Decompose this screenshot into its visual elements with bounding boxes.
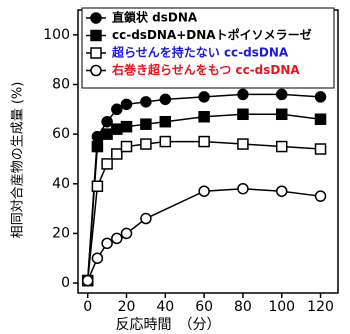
- y-tick-label: 80: [52, 76, 70, 92]
- marker: [275, 88, 288, 101]
- marker: [91, 130, 104, 143]
- marker: [120, 227, 133, 240]
- marker: [198, 110, 210, 123]
- x-tick-label: 60: [195, 299, 213, 315]
- marker: [140, 138, 152, 150]
- y-tick-label: 60: [52, 126, 70, 142]
- legend-label: cc-dsDNA+DNAトポイソメラーゼ: [112, 27, 312, 42]
- marker: [111, 103, 123, 116]
- legend-marker: [90, 29, 102, 42]
- x-tick-label: 40: [156, 299, 174, 315]
- marker: [101, 158, 113, 170]
- legend-box: [81, 7, 335, 89]
- marker: [91, 180, 104, 193]
- marker: [91, 140, 104, 153]
- legend-label: 超らせんを持たない cc-dsDNA: [111, 45, 289, 60]
- marker: [237, 88, 249, 101]
- x-tick-label: 80: [234, 299, 252, 315]
- marker: [314, 190, 327, 202]
- marker: [101, 237, 113, 250]
- marker: [101, 115, 113, 128]
- marker: [275, 185, 288, 197]
- marker: [237, 182, 249, 195]
- marker: [120, 140, 133, 153]
- marker: [237, 108, 249, 121]
- marker: [111, 148, 123, 160]
- y-tick-label: 40: [52, 176, 70, 192]
- marker: [140, 212, 152, 225]
- legend-marker: [90, 64, 102, 77]
- x-tick-label: 20: [118, 299, 136, 315]
- legend-marker: [90, 47, 102, 59]
- x-tick-label: 100: [268, 299, 295, 315]
- marker: [314, 113, 327, 125]
- marker: [159, 135, 172, 148]
- marker: [159, 93, 172, 106]
- marker: [275, 140, 288, 153]
- marker: [111, 232, 123, 245]
- series-line: [87, 187, 321, 281]
- series-line: [86, 140, 321, 281]
- x-tick-label: 120: [307, 299, 334, 315]
- marker: [140, 118, 152, 130]
- marker: [101, 128, 113, 140]
- marker: [111, 123, 123, 135]
- marker: [314, 143, 327, 155]
- y-tick-label: 20: [52, 225, 70, 241]
- marker: [237, 138, 249, 150]
- y-axis-label: 相同対合産物の生成量 (%): [10, 82, 26, 239]
- legend-marker: [90, 12, 102, 24]
- marker: [314, 91, 327, 103]
- marker: [120, 120, 133, 133]
- y-tick-label: 0: [61, 275, 70, 291]
- marker: [159, 115, 172, 128]
- marker: [140, 96, 152, 108]
- marker: [275, 108, 288, 121]
- y-tick-label: 100: [43, 27, 70, 43]
- legend-label: 直鎖状 dsDNA: [112, 10, 198, 25]
- x-axis-label: 反応時間 （分）: [116, 317, 221, 333]
- marker: [198, 135, 210, 148]
- x-tick-label: 0: [83, 299, 92, 315]
- marker: [198, 91, 210, 103]
- marker: [81, 274, 94, 287]
- legend-label: 右巻き超らせんをもつ cc-dsDNA: [111, 62, 300, 77]
- marker: [198, 185, 210, 197]
- marker: [120, 98, 133, 111]
- marker: [91, 252, 104, 264]
